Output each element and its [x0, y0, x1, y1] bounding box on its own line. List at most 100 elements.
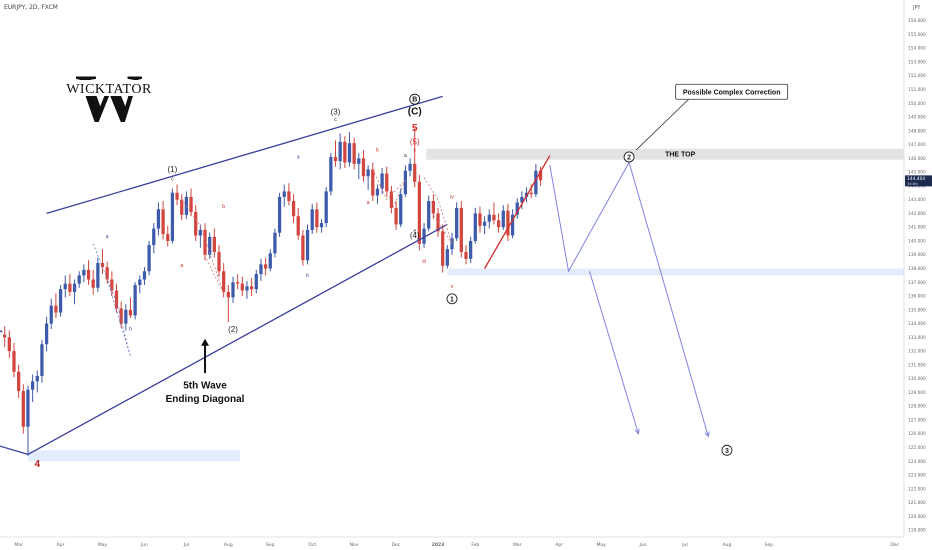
projection-path: [588, 271, 639, 434]
price-tick-label: 120.000: [908, 514, 926, 520]
candle-body: [245, 286, 249, 291]
time-tick-label: May: [98, 542, 108, 548]
candle-body: [361, 158, 366, 177]
candle-body: [114, 290, 119, 309]
candle-body: [133, 285, 137, 316]
candle-body: [77, 275, 81, 284]
candle-body: [501, 210, 505, 228]
wave-label: iii: [422, 259, 425, 265]
candle-body: [305, 229, 310, 261]
price-tick-label: 131.000: [908, 362, 926, 368]
candle-body: [208, 236, 212, 255]
candle-body: [282, 191, 286, 197]
candle-body: [506, 210, 510, 236]
candle-body: [44, 323, 49, 345]
price-tick-label: 128.000: [908, 404, 926, 410]
candle-body: [371, 169, 375, 196]
wave-label: a: [106, 234, 109, 240]
circled-wave-marker: [409, 93, 421, 105]
wave-label: iv: [450, 194, 454, 200]
candle-body: [180, 199, 184, 215]
price-tick-label: 126.000: [908, 431, 926, 437]
wave-dashed-path: [181, 199, 225, 294]
candle-body: [422, 228, 426, 244]
logo-wordmark: WICKTATOR: [66, 82, 152, 97]
wave-label: (C): [408, 106, 422, 117]
callout-box: [675, 83, 789, 100]
candle-body: [124, 309, 128, 324]
channel-line: [0, 445, 29, 456]
candle-body: [35, 375, 39, 382]
wave-label: b: [129, 326, 132, 332]
candle-body: [431, 201, 435, 214]
candle-body: [427, 201, 431, 229]
candle-body: [385, 173, 389, 192]
price-tick-label: 141.000: [908, 225, 926, 231]
candle-body: [473, 213, 477, 241]
price-tick-label: 119.000: [908, 528, 926, 534]
price-tick-label: 123.000: [908, 473, 926, 479]
price-tick-label: 142.000: [908, 211, 926, 217]
channel-line: [46, 95, 443, 215]
price-tick-label: 140.000: [908, 238, 926, 244]
wave-label: b: [376, 147, 379, 153]
wave-label: a: [367, 200, 370, 206]
candle-body: [329, 156, 333, 192]
candle-body: [194, 212, 198, 236]
wave-label: b: [306, 273, 309, 279]
price-tick-label: 136.000: [908, 294, 926, 300]
candle-body: [301, 235, 305, 261]
price-tick-label: 148.000: [908, 128, 926, 134]
price-tick-label: 146.000: [908, 156, 926, 162]
logo-band: [66, 80, 152, 96]
price-tick-label: 149.000: [908, 115, 926, 121]
candle-body: [217, 251, 221, 272]
candle-body: [198, 229, 203, 236]
price-tick-label: 150.000: [908, 101, 926, 107]
time-tick-label: Sep: [266, 542, 275, 548]
candle-body: [529, 192, 533, 195]
candle-body: [380, 173, 384, 189]
projection-arrowhead: [704, 431, 710, 438]
price-tick-label: 125.000: [908, 445, 926, 451]
time-tick-label: Jun: [639, 542, 647, 548]
candle-body: [82, 269, 86, 276]
candle-body: [161, 209, 165, 235]
candle-body: [236, 282, 240, 284]
candle-body: [287, 191, 291, 202]
circled-wave-marker: [721, 444, 733, 456]
symbol-title: EURJPY, 2D, FXCM: [4, 4, 58, 11]
candle-body: [249, 286, 254, 290]
candle-body: [156, 209, 161, 229]
current-price-countdown: 34:8h: [907, 181, 919, 186]
red-trendline: [484, 155, 551, 269]
candle-body: [49, 305, 53, 324]
price-tick-label: 143.000: [908, 197, 926, 203]
wave-label: Ending Diagonal: [166, 394, 245, 405]
time-tick-label: Jun: [140, 542, 148, 548]
candle-body: [534, 170, 538, 195]
wave-dashed-path: [423, 177, 453, 244]
wave-label: c: [413, 147, 416, 153]
time-tick-label: Feb: [471, 542, 479, 548]
price-tick-label: 130.000: [908, 376, 926, 382]
current-price-value: 144.404: [907, 176, 925, 182]
time-tick-label: Oct: [308, 542, 316, 548]
price-tick-label: 153.000: [908, 59, 926, 65]
candle-body: [12, 351, 16, 372]
candle-body: [268, 253, 272, 269]
candle-body: [315, 209, 319, 228]
candle-body: [496, 220, 501, 228]
price-tick-label: 132.000: [908, 349, 926, 355]
wave-dashed-path: [372, 169, 406, 211]
circled-wave-label: 3: [725, 448, 729, 455]
price-tick-label: 152.000: [908, 73, 926, 79]
candle-body: [152, 228, 156, 246]
candle-body: [105, 267, 109, 280]
wave-label: 5th Wave: [183, 380, 227, 391]
candle-body: [478, 213, 482, 226]
wave-label: a: [180, 263, 183, 269]
support-zone: [447, 268, 904, 276]
